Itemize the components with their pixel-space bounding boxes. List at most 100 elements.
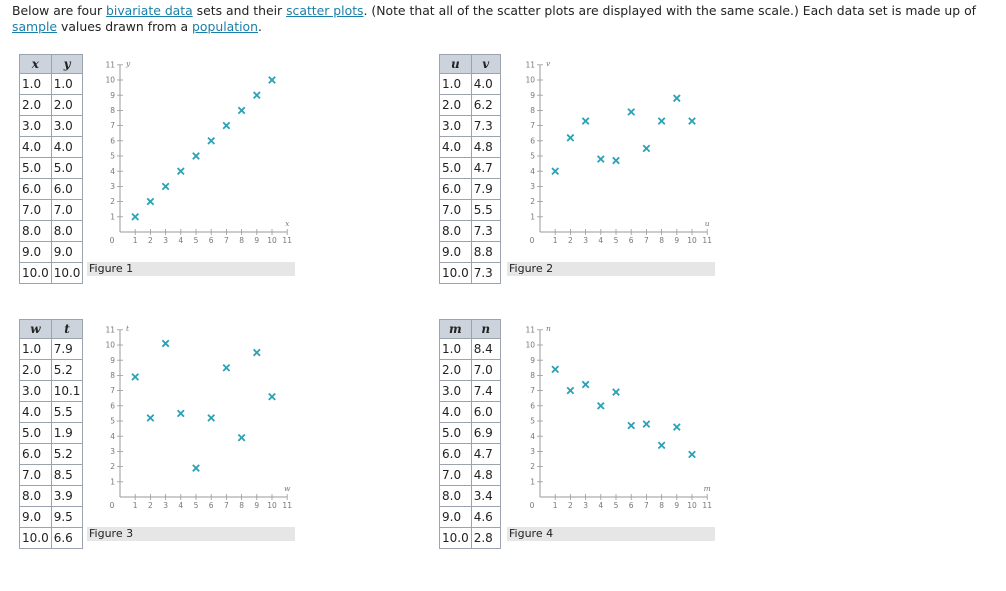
table-cell-y: 8.4: [470, 338, 501, 360]
table-cell-y: 8.5: [50, 464, 84, 486]
dataset-block-4: m n 1.0 8.4 2.0 7.0 3.0 7.4 4.0 6.0 5.0 6.9 6.0 4.7 7.…: [439, 319, 731, 591]
x-tick-label: 1: [553, 236, 558, 245]
population-link[interactable]: population: [192, 19, 258, 34]
table-cell-x: 9.0: [439, 241, 472, 263]
x-tick-label: 11: [282, 501, 292, 510]
table-row: 5.0 1.9: [19, 422, 84, 444]
sample-link[interactable]: sample: [12, 19, 58, 34]
x-tick-label: 10: [267, 236, 277, 245]
table-row: 7.0 5.5: [439, 199, 501, 221]
x-marker-stroke: [566, 133, 575, 142]
y-tick-label: 8: [530, 371, 535, 380]
data-point: [192, 152, 200, 160]
intro-text: .: [257, 19, 262, 34]
x-tick-label: 4: [598, 236, 603, 245]
table-cell-x: 9.0: [439, 506, 472, 528]
data-point: [131, 212, 140, 221]
table-cell-x: 10.0: [19, 527, 52, 549]
table-row: 1.0 7.9: [19, 338, 84, 360]
x-marker-stroke: [268, 392, 276, 401]
x-marker-stroke: [642, 420, 651, 428]
table-cell-x: 2.0: [19, 94, 52, 116]
bivariate-data-link[interactable]: bivariate data: [106, 3, 193, 18]
y-tick-label: 7: [530, 386, 535, 395]
table-row: 6.0 4.7: [439, 443, 501, 465]
column-header-x: x: [19, 54, 52, 74]
data-point: [566, 133, 575, 142]
table-cell-y: 9.5: [50, 506, 84, 528]
x-tick-label: 5: [194, 501, 199, 510]
table-cell-y: 10.0: [50, 262, 84, 284]
x-marker-stroke: [612, 156, 620, 165]
x-marker-stroke: [657, 117, 666, 125]
table-cell-y: 7.0: [470, 359, 501, 381]
table-row: 1.0 4.0: [439, 73, 501, 95]
x-tick-label: 7: [224, 501, 229, 510]
table-cell-x: 2.0: [439, 94, 472, 116]
data-point: [612, 388, 620, 396]
data-point: [642, 144, 651, 153]
table-row: 4.0 6.0: [439, 401, 501, 423]
data-point: [657, 441, 666, 450]
x-marker-stroke: [176, 409, 185, 418]
x-marker-stroke: [672, 423, 681, 431]
data-point: [131, 373, 140, 381]
table-row: 6.0 5.2: [19, 443, 84, 465]
x-tick-label: 6: [629, 501, 634, 510]
x-tick-label: 3: [163, 236, 168, 245]
table-cell-x: 6.0: [439, 178, 472, 200]
table-cell-x: 7.0: [439, 464, 472, 486]
x-tick-label: 1: [133, 236, 138, 245]
table-row: 8.0 3.9: [19, 485, 84, 507]
x-marker-stroke: [551, 167, 560, 176]
table-row: 6.0 6.0: [19, 178, 84, 200]
data-point: [672, 423, 681, 431]
table-cell-y: 5.2: [50, 443, 84, 465]
table-cell-y: 4.8: [470, 464, 501, 486]
table-row: 7.0 7.0: [19, 199, 84, 221]
intro-text: values drawn from a: [57, 19, 193, 34]
x-tick-label: 9: [254, 236, 259, 245]
table-cell-x: 4.0: [19, 136, 52, 158]
data-point: [176, 167, 185, 176]
table-cell-x: 3.0: [439, 115, 472, 137]
table-row: 2.0 2.0: [19, 94, 84, 116]
y-tick-label: 4: [530, 432, 535, 441]
data-point: [237, 106, 246, 115]
y-tick-label: 3: [110, 447, 115, 456]
table-cell-x: 3.0: [19, 380, 52, 402]
data-point: [146, 414, 155, 422]
table-cell-y: 8.8: [470, 241, 501, 263]
scatter-plots-link[interactable]: scatter plots: [286, 3, 364, 18]
x-tick-label: 8: [239, 501, 244, 510]
table-cell-y: 7.9: [50, 338, 84, 360]
table-row: 1.0 8.4: [439, 338, 501, 360]
x-tick-label: 6: [629, 236, 634, 245]
x-marker-stroke: [252, 91, 261, 100]
table-cell-y: 8.0: [50, 220, 84, 242]
table-cell-y: 5.0: [50, 157, 84, 179]
origin-label: 0: [530, 236, 535, 245]
table-row: 4.0 5.5: [19, 401, 84, 423]
x-marker-stroke: [192, 152, 200, 160]
y-tick-label: 2: [530, 197, 535, 206]
table-cell-y: 4.6: [470, 506, 501, 528]
data-point: [642, 420, 651, 428]
x-marker-stroke: [161, 182, 170, 191]
x-marker-stroke: [131, 212, 140, 221]
data-point: [688, 117, 696, 125]
x-tick-label: 10: [267, 501, 277, 510]
x-tick-label: 11: [282, 236, 292, 245]
table-cell-x: 5.0: [439, 157, 472, 179]
column-header-x: u: [439, 54, 472, 74]
figure-caption: Figure 4: [507, 527, 715, 541]
table-cell-x: 5.0: [19, 422, 52, 444]
y-tick-label: 1: [110, 212, 115, 221]
x-tick-label: 2: [148, 501, 153, 510]
y-tick-label: 5: [530, 152, 535, 161]
x-marker-stroke: [222, 121, 231, 130]
table-cell-y: 5.5: [470, 199, 501, 221]
x-tick-label: 9: [674, 236, 679, 245]
table-cell-x: 2.0: [19, 359, 52, 381]
